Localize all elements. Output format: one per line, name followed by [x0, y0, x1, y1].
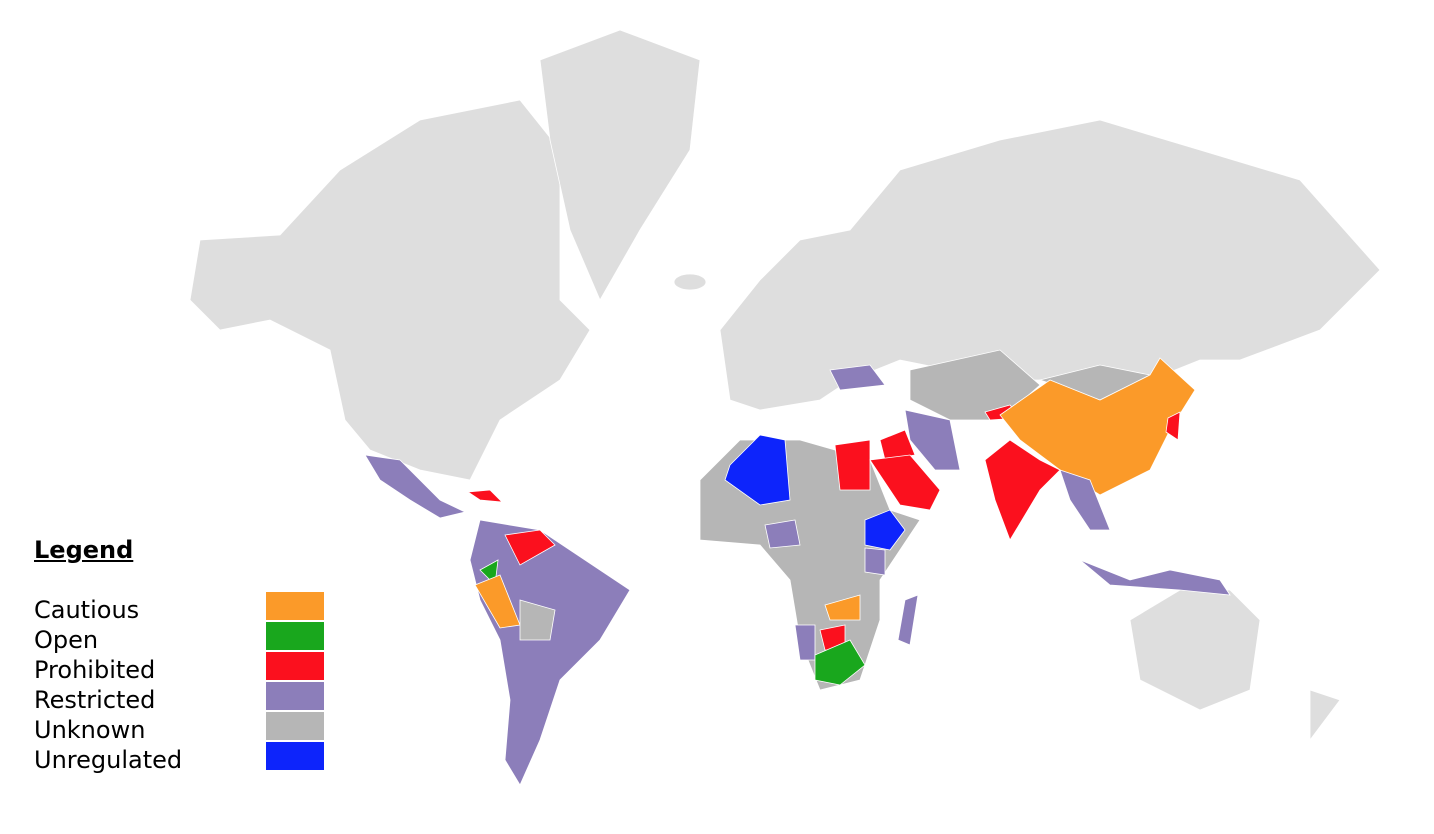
legend-item-prohibited: Prohibited: [34, 652, 334, 690]
legend-swatch: [266, 622, 324, 650]
legend-label: Open: [34, 626, 99, 654]
region-madagascar: [897, 594, 919, 646]
eurasia: [719, 119, 1381, 411]
region-saudi-arabia: [869, 454, 941, 511]
region-central-asia: [909, 349, 1041, 421]
region-venezuela: [504, 529, 556, 566]
region-algeria: [724, 434, 791, 506]
legend-swatch: [266, 592, 324, 620]
region-china: [999, 357, 1196, 496]
region-egypt: [834, 439, 871, 491]
region-south-africa: [814, 639, 866, 686]
australia: [1129, 589, 1261, 711]
region-zambia: [824, 594, 861, 621]
legend-item-open: Open: [34, 622, 334, 660]
legend-swatch: [266, 682, 324, 710]
legend-swatch: [266, 652, 324, 680]
legend-label: Cautious: [34, 596, 140, 624]
iceland: [673, 273, 707, 291]
region-iraq: [879, 429, 916, 461]
region-ukraine: [829, 364, 886, 391]
legend-swatch: [266, 742, 324, 770]
greenland: [539, 29, 701, 301]
region-india: [984, 439, 1061, 541]
region-iran: [904, 409, 961, 471]
legend-label: Restricted: [34, 686, 156, 714]
region-africa: [699, 439, 921, 691]
legend-label: Unregulated: [34, 746, 183, 774]
legend-item-unregulated: Unregulated: [34, 742, 334, 780]
legend-item-cautious: Cautious: [34, 592, 334, 630]
region-southeast-asia: [1059, 469, 1111, 531]
north-america: [189, 99, 591, 481]
region-mexico: [364, 454, 467, 519]
legend-item-unknown: Unknown: [34, 712, 334, 750]
region-bolivia: [519, 599, 556, 641]
legend-label: Unknown: [34, 716, 146, 744]
region-south-america: [469, 519, 631, 786]
region-ethiopia: [864, 509, 906, 551]
legend-label: Prohibited: [34, 656, 156, 684]
region-indonesia: [1079, 559, 1231, 596]
region-cuba: [466, 489, 504, 503]
region-namibia: [794, 624, 816, 661]
new-zealand: [1309, 689, 1341, 742]
region-kenya: [864, 547, 886, 576]
region-north-korea: [1165, 411, 1181, 441]
region-nigeria: [764, 519, 801, 549]
legend: Legend Cautious Open Prohibited Restrict…: [34, 536, 334, 780]
legend-title: Legend: [34, 536, 134, 564]
legend-swatch: [266, 712, 324, 740]
legend-item-restricted: Restricted: [34, 682, 334, 720]
